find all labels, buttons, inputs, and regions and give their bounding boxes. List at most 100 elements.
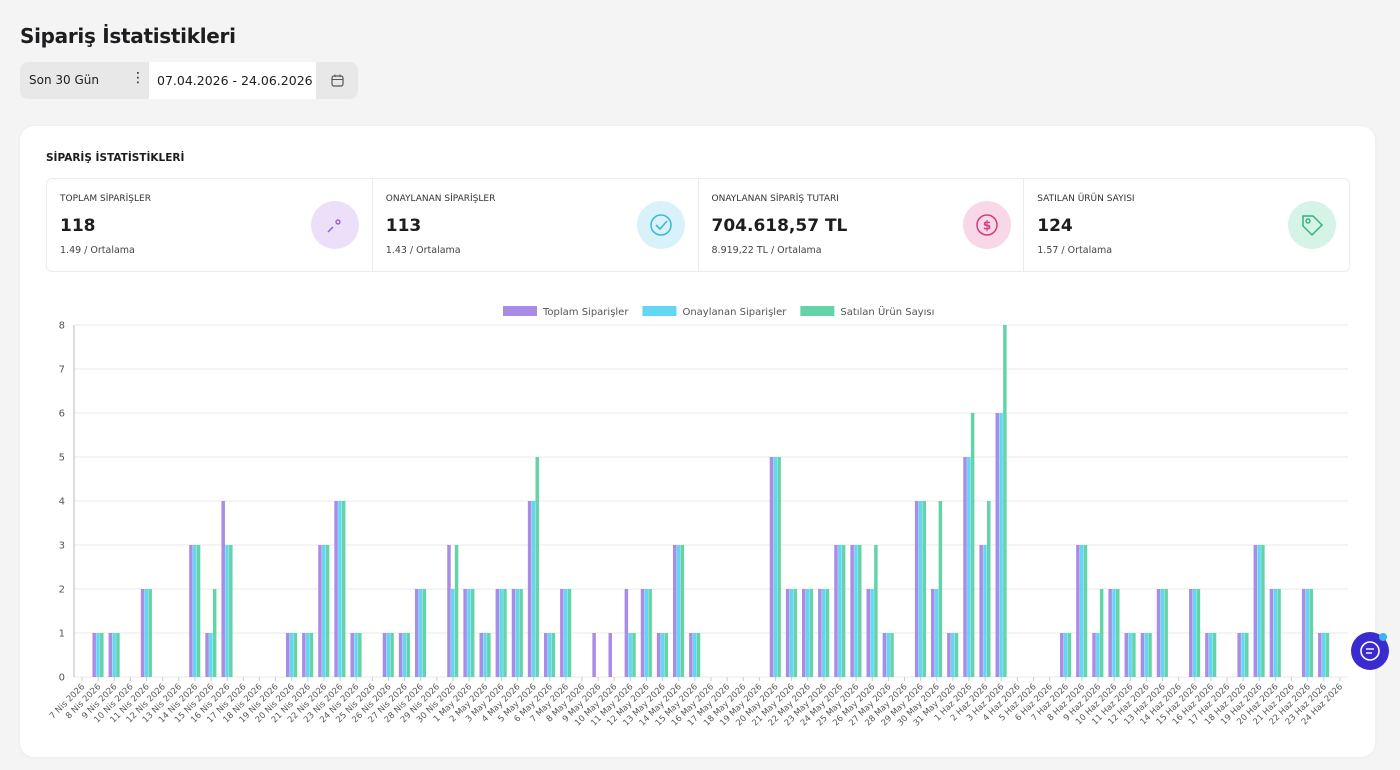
bar <box>914 501 919 677</box>
bar <box>302 633 306 677</box>
bar <box>592 633 596 677</box>
bar <box>834 545 838 677</box>
bar <box>979 545 983 677</box>
stat-value: 124 <box>1037 216 1073 236</box>
bar <box>805 589 810 677</box>
bar <box>696 633 701 677</box>
stat-value: 704.618,57 TL <box>711 216 848 236</box>
bar <box>338 501 342 677</box>
bar <box>567 589 572 677</box>
bar <box>1063 633 1068 677</box>
date-picker[interactable]: Son 30 Gün ⋮ 07.04.2026 - 24.06.2026 <box>20 62 358 99</box>
bar <box>354 633 358 677</box>
bar <box>1305 589 1310 677</box>
bar <box>358 633 362 677</box>
bar <box>406 633 410 677</box>
stat-average: 1.57 / Ortalama <box>1037 245 1113 256</box>
bar <box>463 589 467 677</box>
bar <box>660 633 665 677</box>
range-preset[interactable]: Son 30 Gün <box>29 73 99 87</box>
stat-cell: ONAYLANAN SİPARİŞLER 113 1.43 / Ortalama <box>373 179 699 271</box>
bar <box>1092 633 1096 677</box>
stat-icon <box>636 201 685 249</box>
bar <box>1245 633 1249 677</box>
bar <box>289 633 294 677</box>
bar <box>938 501 943 677</box>
bar <box>140 589 145 677</box>
bar <box>1076 545 1080 677</box>
bar <box>825 589 830 677</box>
bar <box>1269 589 1274 677</box>
chat-button[interactable] <box>1350 631 1390 671</box>
date-input[interactable]: 07.04.2026 - 24.06.2026 <box>149 62 316 99</box>
bar <box>769 457 774 677</box>
bar <box>229 545 233 677</box>
bar <box>503 589 507 677</box>
stat-cell: ONAYLANAN SİPARİŞ TUTARI 704.618,57 TL 8.9… <box>699 179 1025 271</box>
bar <box>479 633 483 677</box>
stat-value: 113 <box>385 216 422 236</box>
bar <box>886 633 890 677</box>
bar <box>983 545 987 677</box>
y-tick-label: 7 <box>59 365 65 376</box>
bar <box>672 545 677 677</box>
bar <box>563 589 568 677</box>
bar <box>531 501 536 677</box>
date-range: 07.04.2026 - 24.06.2026 <box>157 73 313 88</box>
bar <box>999 413 1003 677</box>
bar <box>1237 633 1241 677</box>
bar <box>664 633 668 677</box>
bar <box>954 633 959 677</box>
bar <box>515 589 520 677</box>
bar <box>225 545 229 677</box>
bar <box>451 589 455 677</box>
bar <box>196 545 201 677</box>
bar <box>318 545 322 677</box>
bar <box>495 589 500 677</box>
bar <box>947 633 951 677</box>
bar <box>1116 589 1120 677</box>
bar <box>648 589 652 677</box>
bar <box>511 589 516 677</box>
bar <box>1112 589 1116 677</box>
bar <box>963 457 967 677</box>
calendar-icon[interactable] <box>331 74 344 87</box>
bar <box>890 633 894 677</box>
bar <box>987 501 991 677</box>
bar <box>1160 589 1165 677</box>
bar <box>1156 589 1161 677</box>
bar <box>527 501 532 677</box>
stat-average: 1.49 / Ortalama <box>60 245 135 256</box>
bar <box>1140 633 1145 677</box>
bar <box>547 633 552 677</box>
bar <box>1164 589 1168 677</box>
bar <box>1192 589 1197 677</box>
bar <box>841 545 846 677</box>
bar <box>1277 589 1281 677</box>
bar <box>628 633 632 677</box>
bar <box>322 545 326 677</box>
bar <box>116 633 120 677</box>
stat-icon: $ <box>962 201 1011 249</box>
stat-average: 8.919,22 TL / Ortalama <box>711 245 822 256</box>
bar <box>1124 633 1129 677</box>
y-tick-label: 8 <box>59 321 65 332</box>
bar <box>1079 545 1084 677</box>
bar <box>96 633 100 677</box>
bar <box>551 633 556 677</box>
bar <box>1318 633 1322 677</box>
menu-dots[interactable]: ⋮ <box>131 70 145 86</box>
bar <box>1273 589 1277 677</box>
y-tick-label: 3 <box>59 541 65 552</box>
bar <box>850 545 854 677</box>
bar <box>1099 589 1104 677</box>
y-tick-label: 5 <box>59 453 65 464</box>
bar <box>192 545 197 677</box>
bar <box>821 589 826 677</box>
bar <box>1083 545 1088 677</box>
bar <box>1189 589 1193 677</box>
bar <box>325 545 330 677</box>
bar <box>1108 589 1112 677</box>
bar <box>857 545 862 677</box>
bar <box>632 633 636 677</box>
